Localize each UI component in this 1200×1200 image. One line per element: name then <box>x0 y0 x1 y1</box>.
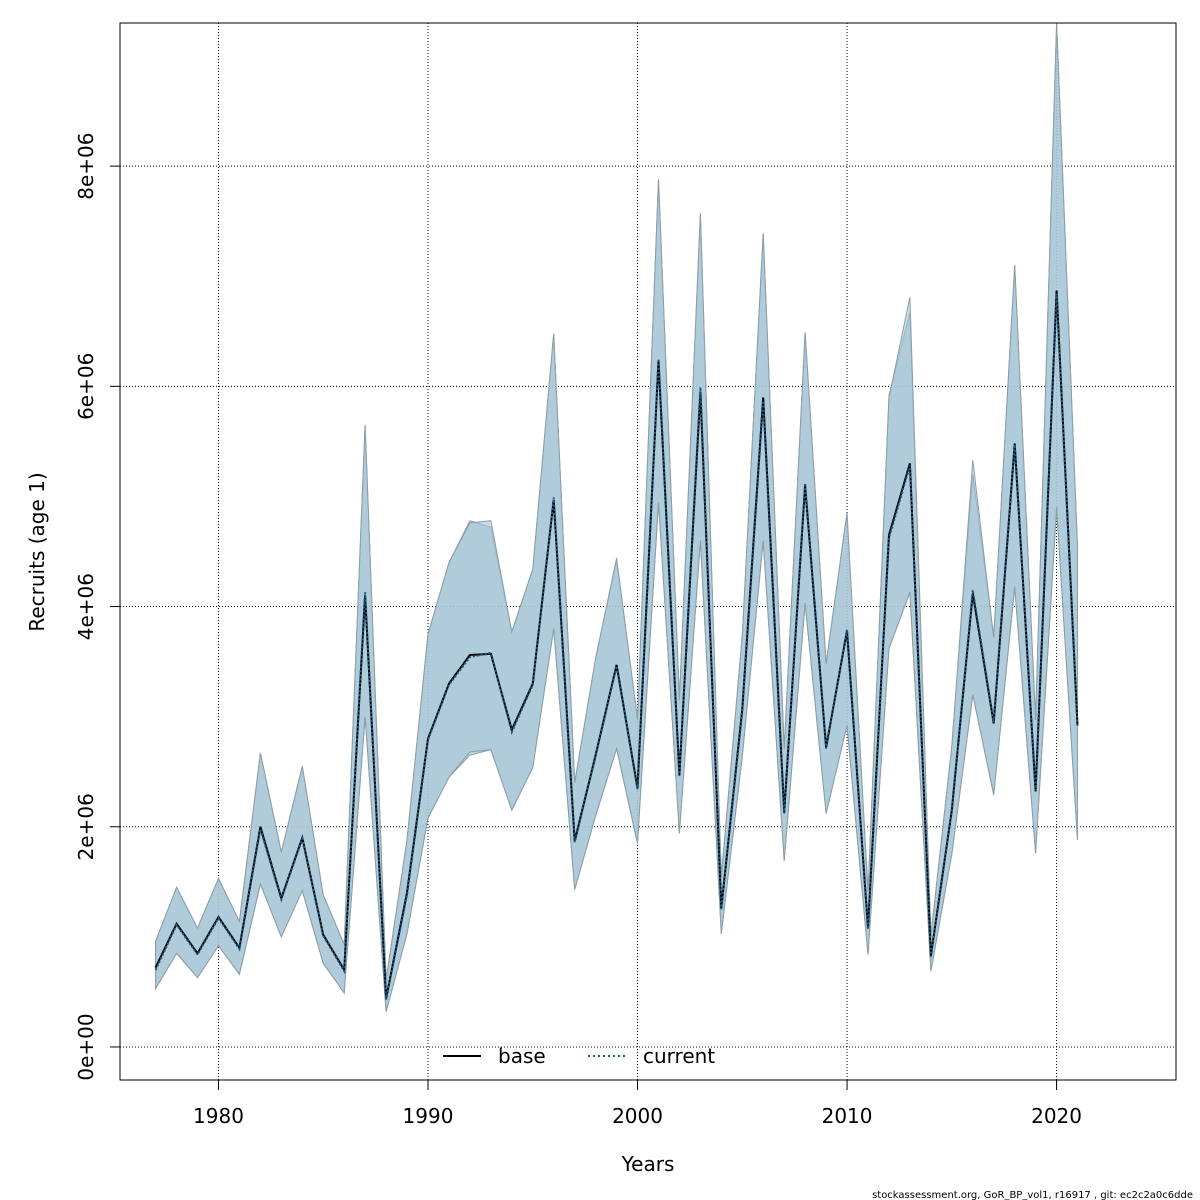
x-axis: 1980 1990 2000 2010 2020 <box>193 1080 1082 1128</box>
legend: base current <box>443 1044 715 1068</box>
y-axis-title: Recruits (age 1) <box>25 472 49 631</box>
series-lines <box>154 290 1079 1000</box>
y-tick-label: 4e+06 <box>74 573 98 640</box>
x-tick-label: 2010 <box>822 1104 873 1128</box>
x-axis-title: Years <box>621 1152 675 1176</box>
x-tick-label: 1990 <box>403 1104 454 1128</box>
legend-current-label: current <box>643 1044 715 1068</box>
x-tick-label: 2020 <box>1031 1104 1082 1128</box>
y-tick-label: 2e+06 <box>74 793 98 860</box>
plot-frame <box>119 22 1177 1081</box>
y-tick-label: 8e+06 <box>74 132 98 199</box>
x-tick-label: 1980 <box>193 1104 244 1128</box>
line-current <box>154 293 1079 1000</box>
y-tick-label: 6e+06 <box>74 353 98 420</box>
x-tick-label: 2000 <box>612 1104 663 1128</box>
y-axis: 0e+00 2e+06 4e+06 6e+06 8e+06 <box>74 132 120 1081</box>
footer-credit: stockassessment.org, GoR_BP_vol1, r16917… <box>872 1190 1193 1200</box>
legend-base-label: base <box>498 1044 546 1068</box>
y-tick-label: 0e+00 <box>74 1013 98 1080</box>
